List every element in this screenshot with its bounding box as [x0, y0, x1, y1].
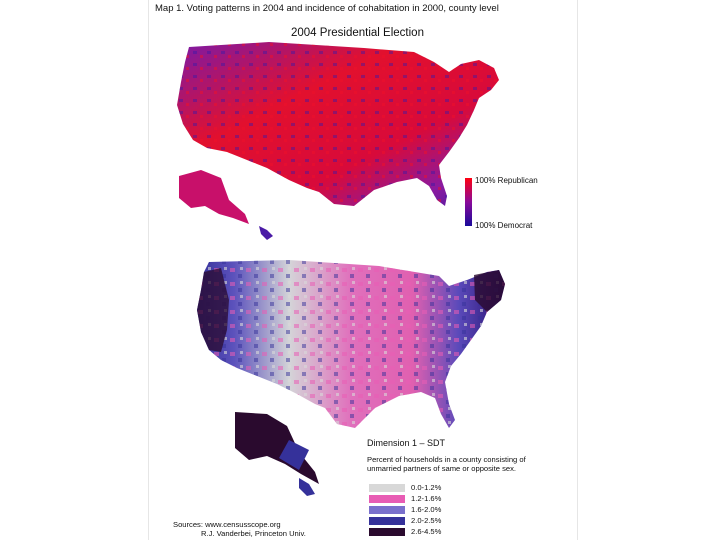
cohab-hawaii — [299, 478, 315, 496]
legend-democrat-label: 100% Democrat — [475, 221, 533, 230]
election-map — [177, 42, 499, 240]
legend-category-label: 1.2-1.6% — [411, 494, 442, 503]
cohabitation-map — [197, 260, 505, 496]
legend-swatch — [369, 505, 405, 514]
legend-category-label: 2.0-2.5% — [411, 516, 442, 525]
sources-line-1: Sources: www.censusscope.org — [173, 520, 281, 529]
legend-category-label: 0.0-1.2% — [411, 483, 442, 492]
legend-swatch — [369, 527, 405, 536]
legend-category: 0.0-1.2% — [369, 483, 441, 492]
legend-category: 1.6-2.0% — [369, 505, 441, 514]
figure-page: Map 1. Voting patterns in 2004 and incid… — [148, 0, 578, 540]
election-alaska — [179, 170, 249, 224]
cohab-alaska — [235, 412, 319, 484]
election-legend-bar — [465, 178, 472, 226]
cohab-description: Percent of households in a county consis… — [367, 455, 526, 473]
cohab-west-coast — [197, 268, 229, 352]
sources-line-2: R.J. Vanderbei, Princeton Univ. — [201, 528, 306, 538]
maps-canvas — [177, 42, 505, 496]
legend-swatch — [369, 494, 405, 503]
cohab-new-england — [474, 270, 505, 312]
legend-category: 1.2-1.6% — [369, 494, 441, 503]
legend-category-label: 2.6-4.5% — [411, 527, 442, 536]
cohab-dimension-title: Dimension 1 – SDT — [367, 438, 446, 448]
legend-category-label: 1.6-2.0% — [411, 505, 442, 514]
legend-category: 2.6-4.5% — [369, 527, 441, 536]
sources: Sources: www.censusscope.org R.J. Vander… — [173, 520, 306, 538]
figure-caption: Map 1. Voting patterns in 2004 and incid… — [155, 3, 499, 14]
election-map-title: 2004 Presidential Election — [291, 27, 424, 39]
legend-swatch — [369, 483, 405, 492]
legend-swatch — [369, 516, 405, 525]
legend-republican-label: 100% Republican — [475, 176, 538, 185]
election-hawaii — [259, 226, 273, 240]
legend-category: 2.0-2.5% — [369, 516, 441, 525]
